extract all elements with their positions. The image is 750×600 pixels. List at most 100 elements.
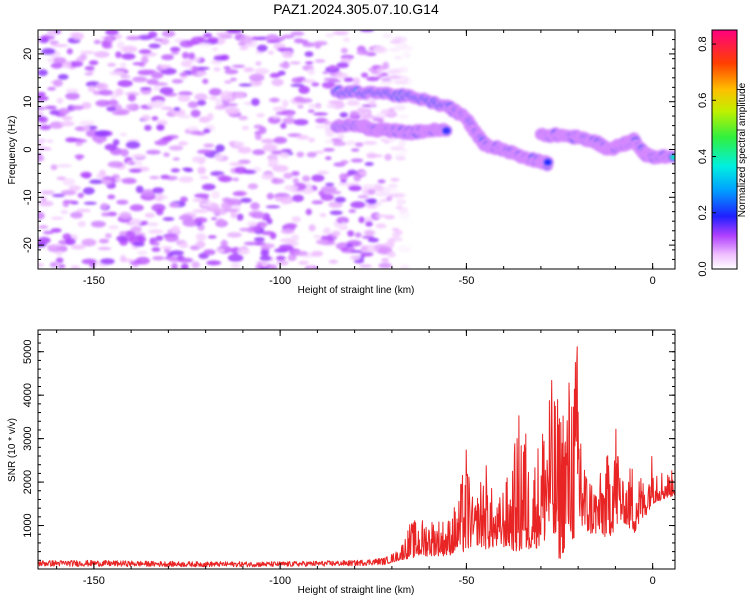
- noise-blob: [65, 88, 79, 94]
- noise-blob: [77, 192, 85, 198]
- noise-blob: [107, 62, 116, 67]
- noise-blob: [97, 246, 112, 251]
- noise-blob: [50, 228, 62, 233]
- noise-blob: [201, 183, 216, 191]
- noise-blob: [208, 88, 222, 96]
- noise-blob: [215, 32, 232, 37]
- noise-blob: [195, 240, 206, 249]
- noise-blob: [328, 65, 338, 70]
- noise-blob: [283, 172, 293, 179]
- noise-blob: [290, 83, 305, 87]
- noise-blob: [267, 50, 275, 55]
- noise-blob: [373, 46, 388, 54]
- noise-blob: [351, 148, 360, 152]
- noise-blob: [161, 30, 176, 38]
- noise-blob: [121, 177, 137, 184]
- noise-blob: [388, 47, 401, 52]
- noise-blob: [221, 201, 233, 210]
- noise-blob: [159, 87, 174, 95]
- y-tick-label: 1000: [22, 513, 34, 537]
- noise-blob: [101, 40, 111, 48]
- noise-blob: [345, 140, 356, 146]
- noise-blob: [302, 42, 316, 48]
- noise-blob: [108, 225, 119, 230]
- noise-blob: [160, 106, 173, 110]
- noise-blob: [339, 173, 349, 181]
- noise-blob: [230, 262, 241, 269]
- noise-blob: [281, 228, 295, 235]
- noise-blob: [337, 133, 345, 140]
- noise-blob: [403, 51, 411, 59]
- noise-blob: [335, 242, 350, 250]
- noise-blob: [170, 51, 180, 55]
- noise-blob: [262, 144, 278, 152]
- noise-blob: [51, 193, 66, 198]
- noise-blob: [46, 139, 54, 143]
- noise-blob: [390, 177, 400, 182]
- noise-blob: [127, 94, 136, 102]
- noise-blob: [132, 76, 148, 83]
- noise-blob: [302, 175, 311, 182]
- x-tick-label: -150: [83, 575, 105, 587]
- track-core: [544, 160, 551, 165]
- noise-blob: [61, 115, 74, 121]
- noise-blob: [152, 187, 164, 194]
- noise-blob: [147, 222, 159, 227]
- noise-blob: [340, 247, 349, 252]
- noise-blob: [194, 209, 204, 213]
- noise-blob: [82, 187, 95, 195]
- noise-blob: [261, 173, 275, 180]
- noise-blob: [80, 171, 92, 178]
- noise-blob: [154, 197, 163, 202]
- colorbar-tick-label: 0.6: [697, 93, 709, 108]
- noise-blob: [223, 66, 231, 70]
- noise-blob: [291, 171, 300, 176]
- noise-blob: [116, 235, 128, 242]
- noise-blob: [289, 61, 301, 65]
- noise-blob: [271, 78, 284, 87]
- colorbar-tick-label: 0.8: [697, 36, 709, 51]
- noise-blob: [396, 245, 409, 252]
- noise-blob: [360, 252, 374, 257]
- noise-blob: [58, 108, 70, 115]
- noise-blob: [398, 139, 407, 147]
- noise-blob: [265, 205, 281, 209]
- noise-blob: [311, 200, 324, 205]
- noise-blob: [307, 104, 322, 108]
- snr-x-axis-label: Height of straight line (km): [298, 585, 415, 596]
- noise-blob: [38, 69, 48, 77]
- noise-blob: [378, 262, 393, 269]
- noise-blob: [362, 184, 375, 190]
- y-tick-label: 10: [22, 96, 34, 108]
- noise-blob: [144, 212, 155, 218]
- noise-blob: [38, 200, 54, 207]
- noise-blob: [171, 225, 181, 234]
- noise-blob: [135, 232, 146, 236]
- noise-blob: [249, 73, 265, 82]
- noise-blob: [340, 160, 349, 165]
- noise-blob: [325, 132, 335, 138]
- noise-blob: [258, 126, 267, 134]
- noise-blob: [332, 141, 347, 146]
- noise-blob: [375, 214, 389, 218]
- noise-blob: [115, 88, 124, 96]
- noise-blob: [177, 94, 191, 103]
- noise-blob: [50, 216, 64, 220]
- noise-blob: [260, 266, 269, 269]
- noise-blob: [386, 240, 395, 248]
- noise-blob: [57, 74, 69, 80]
- noise-blob: [366, 204, 378, 209]
- noise-blob: [68, 61, 84, 68]
- noise-blob: [238, 83, 253, 87]
- noise-blob: [313, 112, 328, 116]
- noise-blob: [337, 181, 350, 187]
- noise-blob: [144, 124, 152, 131]
- noise-blob: [366, 198, 378, 205]
- noise-blob: [298, 260, 309, 265]
- noise-blob: [334, 196, 346, 203]
- noise-blob: [81, 102, 92, 109]
- noise-blob: [367, 154, 383, 158]
- noise-blob: [261, 138, 275, 144]
- noise-blob: [38, 116, 49, 123]
- noise-blob: [272, 115, 281, 119]
